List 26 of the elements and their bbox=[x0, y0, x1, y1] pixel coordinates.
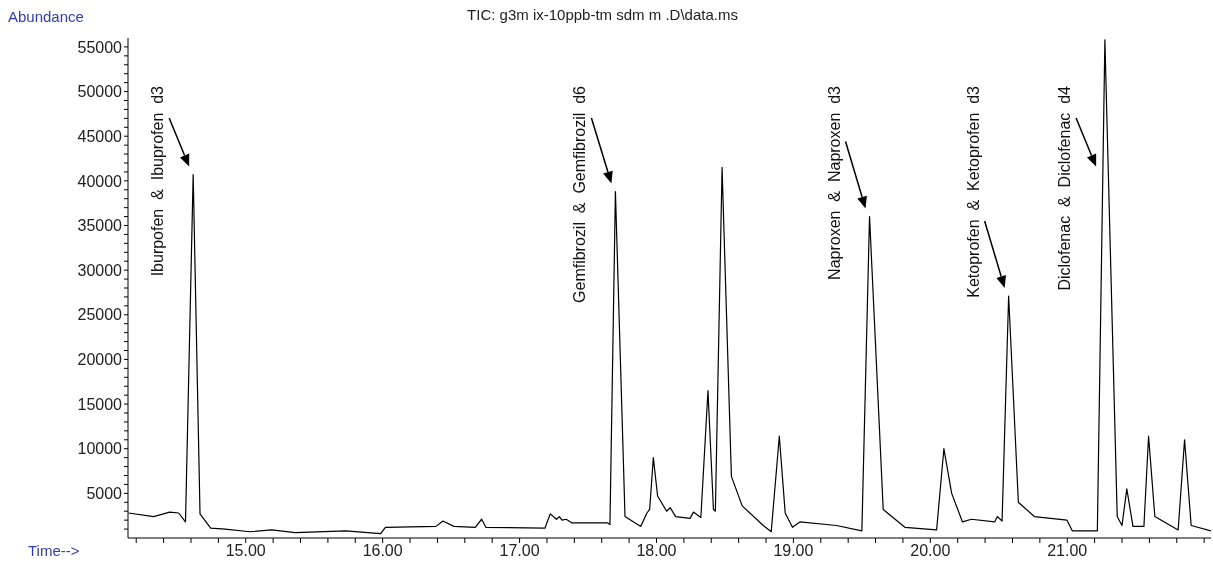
x-tick-label: 17.00 bbox=[499, 542, 540, 560]
y-tick-label: 25000 bbox=[77, 306, 123, 324]
y-tick-label: 20000 bbox=[77, 351, 123, 369]
annotation: Iburpofen & Ibuprofen d3 bbox=[149, 85, 167, 277]
y-tick-label: 10000 bbox=[77, 440, 123, 458]
annotation: Ketoprofen & Ketoprofen d3 bbox=[964, 85, 982, 298]
y-tick-label: 55000 bbox=[77, 38, 123, 56]
x-tick-label: 15.00 bbox=[225, 542, 266, 560]
y-tick-label: 50000 bbox=[77, 83, 123, 101]
y-tick-label: 35000 bbox=[77, 217, 123, 235]
y-tick-label: 30000 bbox=[77, 261, 123, 279]
x-tick-label: 18.00 bbox=[636, 542, 677, 560]
x-tick-label: 19.00 bbox=[773, 542, 814, 560]
annotation: Naproxen & Naproxen d3 bbox=[825, 85, 843, 280]
x-tick-label: 20.00 bbox=[910, 542, 951, 560]
y-tick-label: 45000 bbox=[77, 127, 123, 145]
y-tick-label: 40000 bbox=[77, 172, 123, 190]
x-tick-label: 16.00 bbox=[362, 542, 403, 560]
y-tick-label: 5000 bbox=[86, 485, 123, 503]
annotation: Diclofenac & Diclofenac d4 bbox=[1056, 85, 1074, 291]
x-axis-title: Time--> bbox=[28, 542, 80, 559]
y-axis-title: Abundance bbox=[8, 8, 84, 25]
chart-title: TIC: g3m ix-10ppb-tm sdm m .D\data.ms bbox=[467, 6, 738, 23]
x-tick-label: 21.00 bbox=[1047, 542, 1088, 560]
annotation: Gemfibrozil & Gemfibrozil d6 bbox=[571, 85, 589, 303]
y-tick-label: 15000 bbox=[77, 395, 123, 413]
